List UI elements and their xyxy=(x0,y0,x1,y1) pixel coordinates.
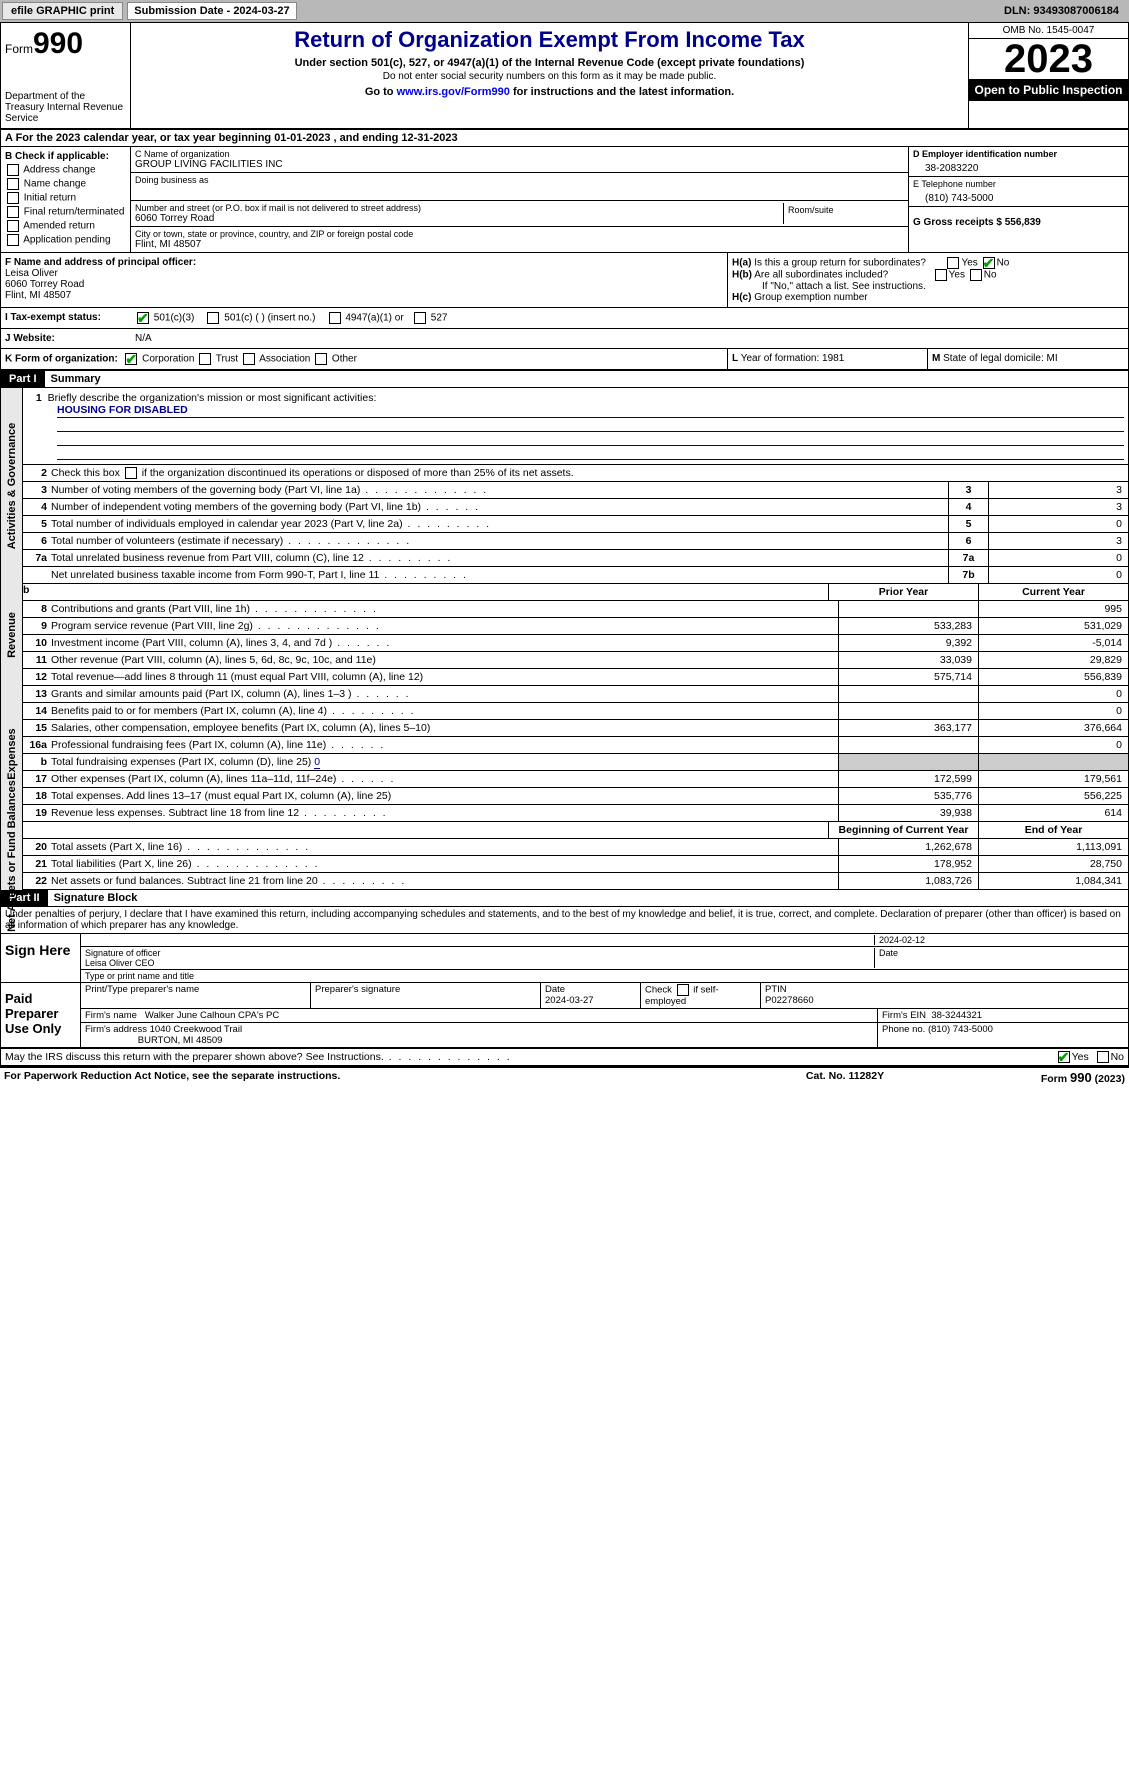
line16a-current: 0 xyxy=(978,737,1128,753)
mission-text: HOUSING FOR DISABLED xyxy=(57,404,1124,418)
discontinued-checkbox[interactable] xyxy=(125,467,137,479)
501c3-checkbox[interactable] xyxy=(137,312,149,324)
page-footer: For Paperwork Reduction Act Notice, see … xyxy=(0,1068,1129,1087)
line3-value: 3 xyxy=(988,482,1128,498)
form-year-block: OMB No. 1545-0047 2023 Open to Public In… xyxy=(968,23,1128,128)
assoc-checkbox[interactable] xyxy=(243,353,255,365)
firm-phone: (810) 743-5000 xyxy=(928,1024,993,1035)
discuss-no-checkbox[interactable] xyxy=(1097,1051,1109,1063)
line11-current: 29,829 xyxy=(978,652,1128,668)
website-row: J Website: N/A xyxy=(1,329,1128,349)
revenue-section: Revenue bPrior YearCurrent Year 8Contrib… xyxy=(1,584,1128,686)
line20-end: 1,113,091 xyxy=(978,839,1128,855)
form-990: Form990 Department of the Treasury Inter… xyxy=(0,22,1129,1068)
amended-return-checkbox[interactable] xyxy=(7,220,19,232)
501c-checkbox[interactable] xyxy=(207,312,219,324)
signature-date: 2024-02-12 xyxy=(874,935,1124,945)
form-title: Return of Organization Exempt From Incom… xyxy=(135,27,964,53)
tax-year-row: A For the 2023 calendar year, or tax yea… xyxy=(1,130,1128,147)
part2-header: Part IISignature Block xyxy=(1,890,1128,907)
line18-current: 556,225 xyxy=(978,788,1128,804)
corp-checkbox[interactable] xyxy=(125,353,137,365)
firm-address: 1040 Creekwood Trail xyxy=(150,1024,242,1035)
section-h-group: H(a) Is this a group return for subordin… xyxy=(728,253,1128,307)
line19-current: 614 xyxy=(978,805,1128,821)
firm-name: Walker June Calhoun CPA's PC xyxy=(145,1010,279,1021)
phone-value: (810) 743-5000 xyxy=(913,189,1124,204)
line21-end: 28,750 xyxy=(978,856,1128,872)
line17-current: 179,561 xyxy=(978,771,1128,787)
final-return-checkbox[interactable] xyxy=(7,206,19,218)
org-form-row: K Form of organization: Corporation Trus… xyxy=(1,349,1128,371)
trust-checkbox[interactable] xyxy=(199,353,211,365)
signature-block: Under penalties of perjury, I declare th… xyxy=(1,907,1128,1067)
preparer-date: 2024-03-27 xyxy=(545,995,594,1006)
line9-current: 531,029 xyxy=(978,618,1128,634)
line8-current: 995 xyxy=(978,601,1128,617)
line10-current: -5,014 xyxy=(978,635,1128,651)
line13-current: 0 xyxy=(978,686,1128,702)
state-domicile: M State of legal domicile: MI xyxy=(928,349,1128,369)
discuss-row: May the IRS discuss this return with the… xyxy=(1,1048,1128,1067)
form-id-block: Form990 Department of the Treasury Inter… xyxy=(1,23,131,128)
org-name: GROUP LIVING FACILITIES INC xyxy=(135,159,904,170)
initial-return-checkbox[interactable] xyxy=(7,192,19,204)
form-title-block: Return of Organization Exempt From Incom… xyxy=(131,23,968,128)
527-checkbox[interactable] xyxy=(414,312,426,324)
hb-yes-checkbox[interactable] xyxy=(935,269,947,281)
dln: DLN: 93493087006184 xyxy=(1004,5,1127,17)
line4-value: 3 xyxy=(988,499,1128,515)
hb-no-checkbox[interactable] xyxy=(970,269,982,281)
ha-no-checkbox[interactable] xyxy=(983,257,995,269)
org-address: 6060 Torrey Road xyxy=(135,213,783,224)
line12-current: 556,839 xyxy=(978,669,1128,685)
irs-link[interactable]: www.irs.gov/Form990 xyxy=(397,86,510,98)
other-checkbox[interactable] xyxy=(315,353,327,365)
discuss-yes-checkbox[interactable] xyxy=(1058,1051,1070,1063)
officer-name: Leisa Oliver CEO xyxy=(85,958,155,968)
submission-date: Submission Date - 2024-03-27 xyxy=(127,2,296,20)
top-toolbar: efile GRAPHIC print Submission Date - 20… xyxy=(0,0,1129,22)
year-formation: L Year of formation: 1981 xyxy=(728,349,928,369)
section-f-officer: F Name and address of principal officer:… xyxy=(1,253,728,307)
self-employed-checkbox[interactable] xyxy=(677,984,689,996)
section-d-ein: D Employer identification number38-20832… xyxy=(908,147,1128,252)
website-value: N/A xyxy=(131,329,1128,348)
firm-ein: 38-3244321 xyxy=(931,1010,982,1021)
ha-yes-checkbox[interactable] xyxy=(947,257,959,269)
expenses-section: Expenses 13Grants and similar amounts pa… xyxy=(1,686,1128,822)
line6-value: 3 xyxy=(988,533,1128,549)
part1-header: Part ISummary xyxy=(1,371,1128,388)
line7b-value: 0 xyxy=(988,567,1128,583)
net-assets-section: Net Assets or Fund Balances Beginning of… xyxy=(1,822,1128,890)
governance-section: Activities & Governance 1 Briefly descri… xyxy=(1,388,1128,584)
org-city: Flint, MI 48507 xyxy=(135,239,904,250)
line14-current: 0 xyxy=(978,703,1128,719)
line22-end: 1,084,341 xyxy=(978,873,1128,889)
name-change-checkbox[interactable] xyxy=(7,178,19,190)
line5-value: 0 xyxy=(988,516,1128,532)
ein-value: 38-2083220 xyxy=(913,159,1124,174)
tax-exempt-status-row: I Tax-exempt status: 501(c)(3) 501(c) ( … xyxy=(1,308,1128,329)
address-change-checkbox[interactable] xyxy=(7,164,19,176)
section-c-org: C Name of organizationGROUP LIVING FACIL… xyxy=(131,147,908,252)
efile-print-button[interactable]: efile GRAPHIC print xyxy=(2,2,123,20)
4947-checkbox[interactable] xyxy=(329,312,341,324)
gross-receipts: G Gross receipts $ 556,839 xyxy=(913,209,1124,228)
line7a-value: 0 xyxy=(988,550,1128,566)
application-pending-checkbox[interactable] xyxy=(7,234,19,246)
line15-current: 376,664 xyxy=(978,720,1128,736)
ptin-value: P02278660 xyxy=(765,995,814,1006)
section-b-checkboxes: B Check if applicable: Address change Na… xyxy=(1,147,131,252)
